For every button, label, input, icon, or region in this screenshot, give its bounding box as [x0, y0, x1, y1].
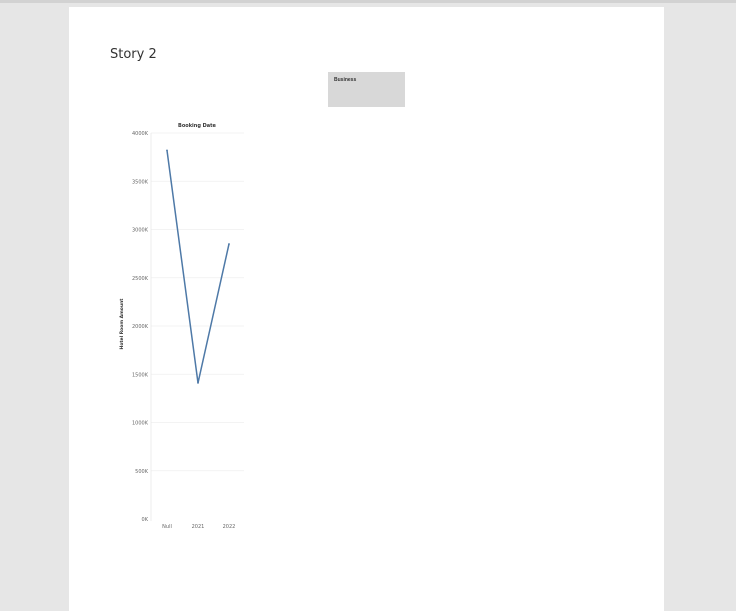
x-tick-label: Null: [162, 524, 172, 530]
data-point: [197, 382, 199, 384]
filter-label: Business: [334, 77, 357, 83]
story-title: Story 2: [110, 47, 157, 62]
chart-labels: Booking Date Hotel Room Amount: [119, 123, 217, 349]
top-border: [0, 0, 736, 3]
x-tick-label: 2021: [192, 524, 205, 530]
series: [166, 149, 230, 384]
y-tick-label: 0K: [142, 517, 149, 523]
data-point: [228, 243, 230, 245]
y-tick-label: 2500K: [132, 276, 149, 282]
gridlines: [151, 132, 244, 472]
y-tick-label: 3000K: [132, 228, 149, 234]
data-point: [166, 149, 168, 152]
y-tick-label: 500K: [135, 469, 149, 475]
chart-title: Booking Date: [178, 123, 217, 129]
y-axis-label: Hotel Room Amount: [119, 298, 125, 350]
y-tick-label: 1500K: [132, 372, 149, 378]
story-page: Story 2 Business: [69, 7, 664, 611]
y-tick-label: 2000K: [132, 324, 149, 330]
series-line: [166, 150, 230, 384]
axes: 0K 500K 1000K 1500K 2000K 2500K 3000K 3500K 4000…: [132, 131, 235, 530]
x-tick-label: 2022: [223, 524, 236, 530]
y-tick-label: 3500K: [132, 179, 149, 185]
filter-card-business[interactable]: Business: [328, 72, 405, 107]
y-tick-label: 1000K: [132, 421, 149, 427]
y-tick-label: 4000K: [132, 131, 149, 137]
